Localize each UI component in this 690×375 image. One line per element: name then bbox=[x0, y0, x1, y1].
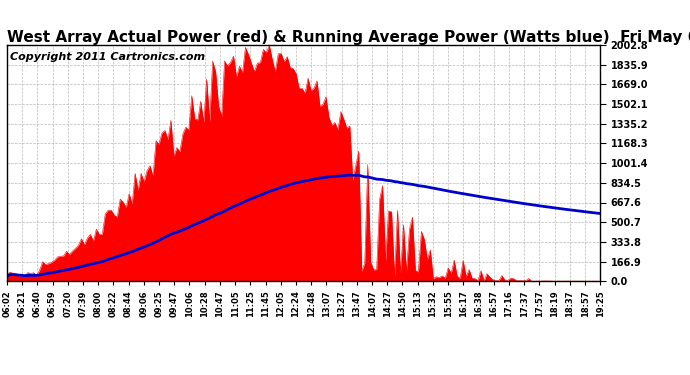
Text: Copyright 2011 Cartronics.com: Copyright 2011 Cartronics.com bbox=[10, 52, 205, 62]
Text: West Array Actual Power (red) & Running Average Power (Watts blue)  Fri May 6 19: West Array Actual Power (red) & Running … bbox=[7, 30, 690, 45]
